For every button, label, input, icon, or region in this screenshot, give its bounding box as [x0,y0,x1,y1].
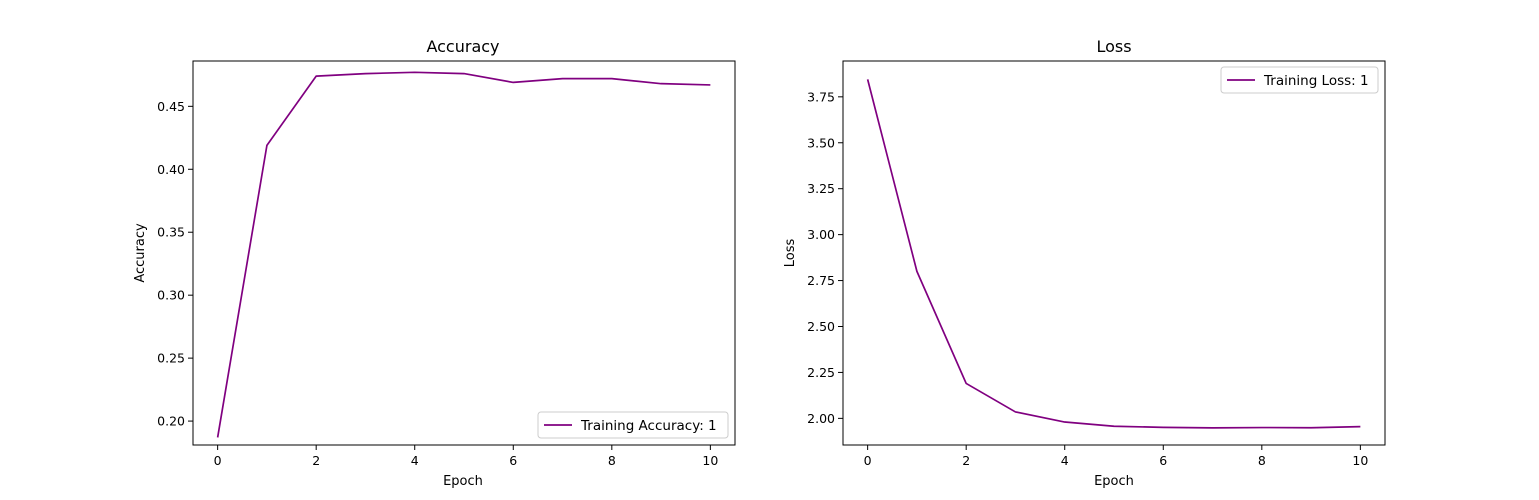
accuracy-xtick-label: 0 [214,453,222,468]
loss-xtick-label: 0 [864,453,872,468]
accuracy-ytick-label: 0.30 [157,288,185,303]
accuracy-chart-xlabel: Epoch [443,474,483,489]
loss-legend: Training Loss: 1 [1220,66,1379,94]
loss-ytick-label: 3.50 [807,135,835,150]
loss-ytick-label: 2.25 [807,365,835,380]
loss-chart-xlabel: Epoch [1094,474,1134,489]
accuracy-ytick-label: 0.25 [157,351,185,366]
accuracy-chart-title: Accuracy [426,37,499,56]
loss-chart-title: Loss [1096,37,1131,56]
accuracy-axes-frame [192,60,736,446]
loss-chart: Loss Epoch Loss 0 2 4 6 8 10 2.00 2.25 2.50 2.75 3… [783,37,1386,489]
accuracy-xtick-label: 2 [312,453,320,468]
accuracy-xtick-label: 8 [608,453,616,468]
accuracy-chart-ylabel: Accuracy [133,223,148,283]
accuracy-xtick-label: 4 [411,453,419,468]
loss-xtick-label: 4 [1061,453,1069,468]
accuracy-ytick-label: 0.20 [157,414,185,429]
accuracy-legend: Training Accuracy: 1 [537,411,729,439]
accuracy-series-line [216,71,711,438]
accuracy-xtick-label: 10 [702,453,718,468]
loss-ytick-label: 2.00 [807,411,835,426]
loss-xtick-label: 8 [1258,453,1266,468]
loss-xtick-label: 2 [962,453,970,468]
loss-axes-frame [842,60,1386,446]
loss-legend-label: Training Loss: 1 [1263,73,1369,89]
loss-ytick-label: 2.75 [807,273,835,288]
accuracy-xtick-label: 6 [509,453,517,468]
accuracy-ytick-label: 0.45 [157,99,185,114]
accuracy-chart: Accuracy Epoch Accuracy 0 2 4 6 8 10 0.20 0.25 0… [133,37,736,489]
loss-chart-ylabel: Loss [783,239,798,268]
loss-series-line [866,79,1361,429]
loss-ytick-label: 3.25 [807,181,835,196]
loss-xtick-label: 6 [1159,453,1167,468]
loss-xtick-label: 10 [1352,453,1368,468]
loss-ytick-label: 2.50 [807,319,835,334]
loss-ytick-label: 3.00 [807,227,835,242]
loss-ytick-label: 3.75 [807,89,835,104]
accuracy-ytick-label: 0.40 [157,162,185,177]
accuracy-ytick-label: 0.35 [157,225,185,240]
accuracy-legend-label: Training Accuracy: 1 [580,418,717,434]
